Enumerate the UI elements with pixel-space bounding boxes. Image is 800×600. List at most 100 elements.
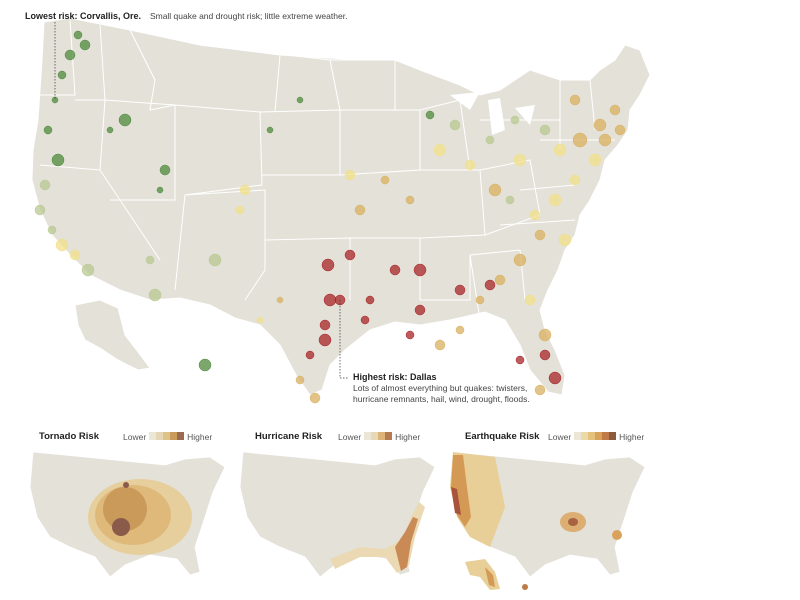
city-marker [266, 126, 274, 134]
city-marker [319, 319, 331, 331]
city-marker [145, 255, 155, 265]
city-marker [323, 293, 337, 307]
city-marker [425, 110, 435, 120]
earthquake-legend: Lower Higher [548, 432, 644, 442]
city-marker [239, 184, 251, 196]
city-marker [106, 126, 114, 134]
city-marker [64, 49, 76, 61]
hurricane-legend: Lower Higher [338, 432, 420, 442]
lowest-risk-annotation: Lowest risk: Corvallis, Ore. Small quake… [25, 9, 347, 22]
city-marker [295, 375, 305, 385]
city-marker [539, 124, 551, 136]
highest-risk-line2: hurricane remnants, hail, wind, drought,… [353, 394, 530, 404]
city-marker [485, 135, 495, 145]
city-marker [69, 249, 81, 261]
city-marker [484, 279, 496, 291]
city-marker [256, 316, 264, 324]
city-marker [389, 264, 401, 276]
us-risk-map [31, 17, 651, 404]
highest-risk-line1: Lots of almost everything but quakes: tw… [353, 383, 528, 393]
lowest-risk-text: Small quake and drought risk; little ext… [149, 11, 348, 21]
earthquake-risk-title: Earthquake Risk [465, 431, 540, 442]
earthquake-legend-lower: Lower [548, 432, 572, 442]
city-marker [449, 119, 461, 131]
city-marker [433, 143, 447, 157]
city-marker [572, 132, 588, 148]
tornado-legend-scale [149, 432, 185, 442]
city-marker [558, 233, 572, 247]
city-marker [296, 96, 304, 104]
legend-swatch [177, 432, 185, 440]
city-marker [344, 249, 356, 261]
city-marker [39, 179, 51, 191]
highest-callout-line [339, 300, 348, 379]
city-marker [159, 164, 171, 176]
city-marker [593, 118, 607, 132]
legend-swatch [364, 432, 372, 440]
city-marker [57, 70, 67, 80]
city-marker [488, 183, 502, 197]
city-marker [47, 225, 57, 235]
city-marker [538, 328, 552, 342]
legend-swatch [574, 432, 582, 440]
earthquake-legend-higher: Higher [619, 432, 645, 442]
legend-swatch [371, 432, 379, 440]
city-marker [494, 274, 506, 286]
city-marker [548, 193, 562, 207]
tornado-legend: Lower Higher [123, 432, 212, 442]
city-marker [513, 153, 527, 167]
lowest-risk-title: Lowest risk: Corvallis, Ore. [25, 11, 142, 21]
legend-swatch [163, 432, 171, 440]
city-marker [454, 284, 466, 296]
legend-swatch [378, 432, 386, 440]
legend-swatch [581, 432, 589, 440]
tornado-risk-panel: Tornado Risk Lower Higher [25, 425, 230, 595]
legend-swatch [170, 432, 178, 440]
city-marker [318, 333, 332, 347]
city-marker [79, 39, 91, 51]
city-marker [305, 350, 315, 360]
city-marker [510, 115, 520, 125]
legend-swatch [602, 432, 610, 440]
city-marker [365, 295, 375, 305]
highest-risk-annotation: Highest risk: Dallas Lots of almost ever… [353, 372, 530, 405]
city-marker [81, 263, 95, 277]
city-marker [569, 94, 581, 106]
city-marker [55, 238, 69, 252]
hurricane-legend-lower: Lower [338, 432, 362, 442]
city-marker [455, 325, 465, 335]
tornado-map [29, 451, 226, 578]
hurricane-risk-panel: Hurricane Risk Lower Higher [235, 425, 440, 595]
legend-swatch [149, 432, 157, 440]
city-marker [118, 113, 132, 127]
highest-risk-title: Highest risk: Dallas [353, 372, 437, 382]
city-marker [405, 195, 415, 205]
legend-swatch [609, 432, 617, 440]
city-marker [380, 175, 390, 185]
legend-swatch [156, 432, 164, 440]
city-marker [539, 349, 551, 361]
city-marker [598, 133, 612, 147]
city-marker [569, 174, 581, 186]
city-marker [413, 263, 427, 277]
city-marker [434, 339, 446, 351]
city-marker [43, 125, 53, 135]
city-marker [534, 384, 546, 396]
alaska-shape [74, 299, 151, 371]
legend-swatch [595, 432, 603, 440]
legend-swatch [385, 432, 393, 440]
earthquake-legend-scale [574, 432, 617, 442]
city-marker [524, 294, 536, 306]
earthquake-risk-panel: Earthquake Risk Lower Higher [445, 425, 650, 595]
city-marker [614, 124, 626, 136]
city-marker [198, 358, 212, 372]
tornado-legend-lower: Lower [123, 432, 147, 442]
city-marker [513, 253, 527, 267]
earthquake-map [449, 451, 646, 590]
city-marker [360, 315, 370, 325]
city-marker [609, 104, 621, 116]
city-marker [276, 296, 284, 304]
city-marker [534, 229, 546, 241]
city-marker [414, 304, 426, 316]
hurricane-map [239, 451, 436, 578]
